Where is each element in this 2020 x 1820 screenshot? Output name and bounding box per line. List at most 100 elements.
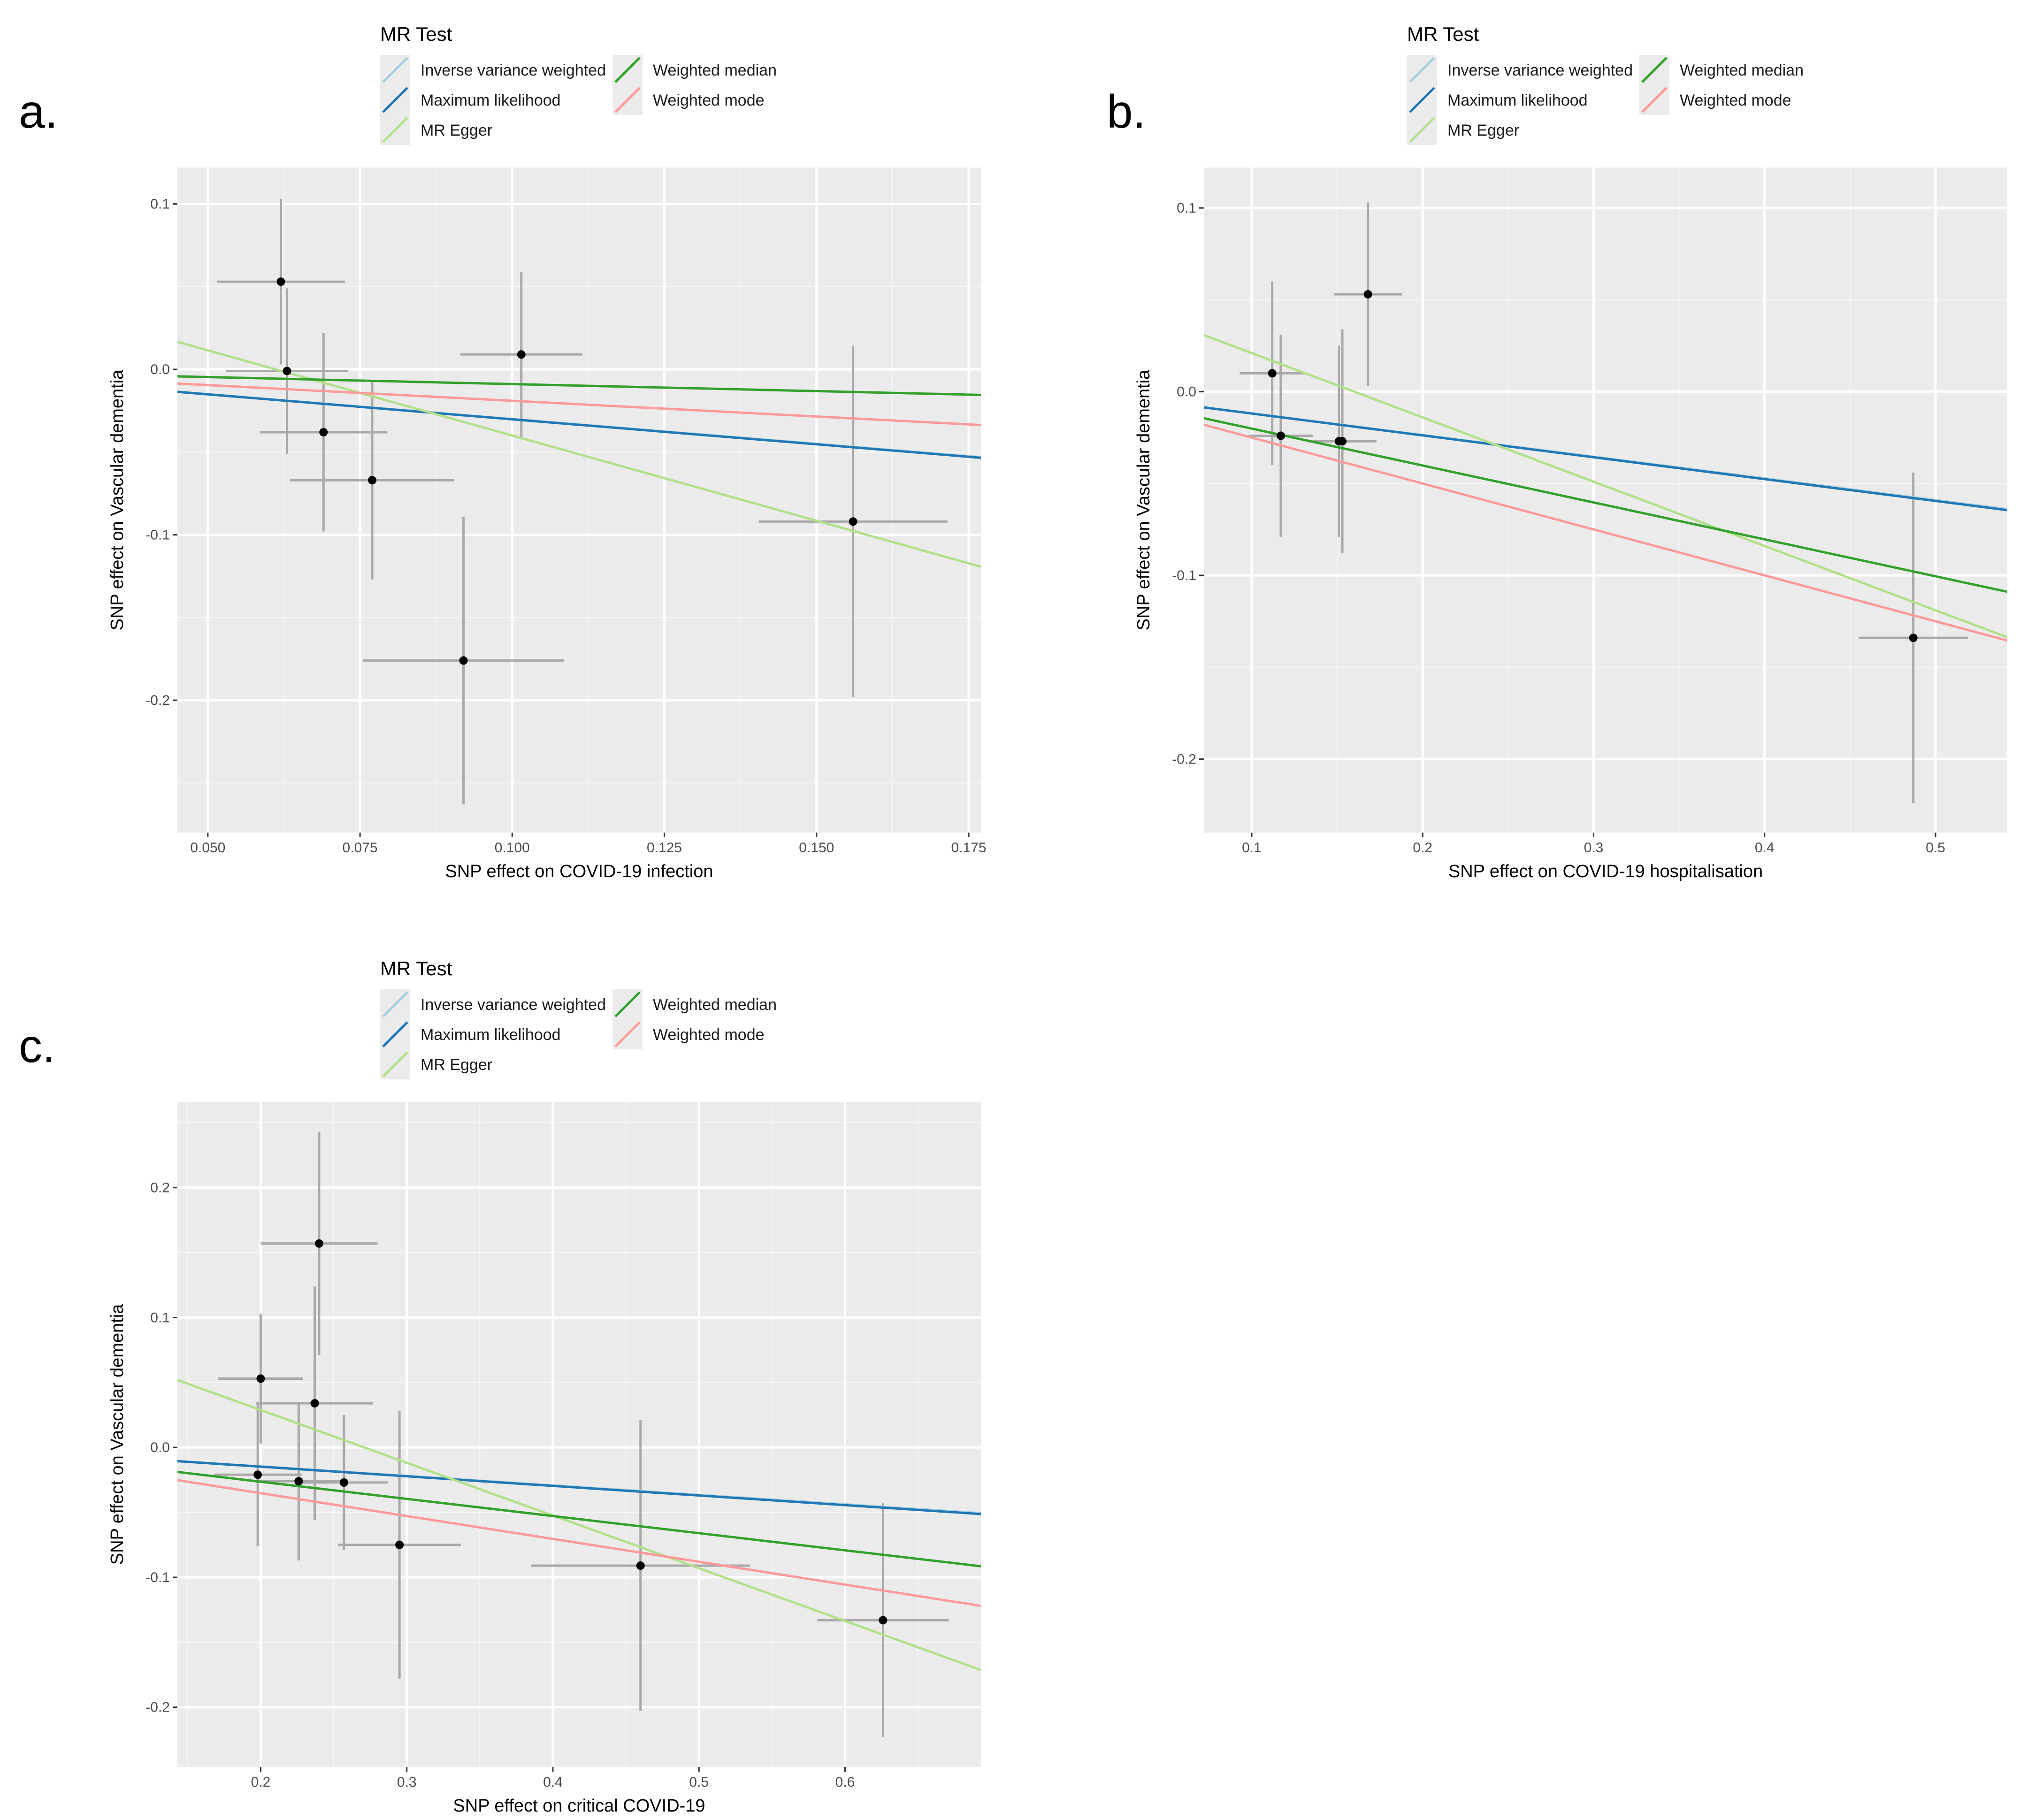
legend-key [380, 55, 410, 85]
legend: MR Test Inverse variance weighted Maximum … [380, 957, 777, 1079]
legend-key-line [1409, 87, 1435, 113]
panel-letter: a. [19, 85, 58, 138]
gridlines [1204, 168, 2007, 833]
legend-key [612, 55, 643, 85]
legend-label-maximum-likelihood: Maximum likelihood [1447, 92, 1588, 109]
legend-title: MR Test [1407, 23, 1479, 45]
legend-key [380, 1049, 410, 1079]
x-tick-label: 0.2 [1413, 840, 1432, 856]
legend-key-line [382, 1021, 408, 1048]
y-axis-title: SNP effect on Vascular dementia [107, 369, 127, 630]
data-point [314, 1239, 323, 1248]
legend-key [380, 989, 410, 1019]
legend-label-weighted-mode: Weighted mode [653, 1026, 765, 1044]
data-point [310, 1399, 319, 1408]
plot-panel [177, 1102, 981, 1767]
y-tick-label: 0.1 [150, 197, 170, 212]
legend-key-line [1409, 57, 1435, 83]
legend-key-line [382, 117, 408, 143]
legend-key [1407, 55, 1437, 85]
gridlines [177, 1102, 981, 1767]
data-layer [177, 199, 981, 805]
data-point [636, 1561, 645, 1570]
panel-letter: c. [19, 1020, 55, 1072]
data-point [256, 1374, 265, 1383]
legend-key-line [614, 87, 641, 113]
y-tick-label: 0.0 [150, 1440, 170, 1455]
data-point [1363, 290, 1372, 299]
x-tick-label: 0.3 [397, 1774, 417, 1790]
legend-key-line [1641, 87, 1668, 113]
legend-key [1407, 115, 1437, 145]
x-axis-title: SNP effect on COVID-19 hospitalisation [1448, 862, 1763, 881]
legend-label-inverse-variance-weighted: Inverse variance weighted [421, 996, 606, 1014]
y-tick-label: -0.1 [145, 1570, 170, 1585]
panel-0: a. MR Test Inverse variance weighted Maximu… [19, 23, 987, 881]
data-point [1268, 369, 1277, 378]
regression-line-weighted-median [1204, 417, 2007, 593]
data-point [395, 1540, 404, 1549]
x-axis: 0.1 0.2 0.3 0.4 0.5 [1242, 833, 1945, 856]
y-tick-label: 0.0 [150, 362, 170, 377]
data-point [459, 656, 468, 665]
y-tick-label: 0.1 [150, 1310, 170, 1325]
legend-key [612, 85, 643, 115]
data-point [1909, 634, 1918, 642]
legend-label-mr-egger: MR Egger [1447, 122, 1519, 139]
data-point [849, 517, 857, 526]
data-point [517, 350, 526, 359]
regression-line-weighted-mode [177, 382, 981, 427]
panel-1: b. MR Test Inverse variance weighted Maximu… [1107, 23, 2007, 881]
y-tick-label: -0.2 [1172, 751, 1196, 767]
legend-key-line [614, 57, 641, 83]
data-point [319, 428, 328, 436]
y-tick-label: -0.1 [145, 528, 170, 543]
regression-line-mr-egger [177, 1379, 981, 1671]
legend-label-maximum-likelihood: Maximum likelihood [421, 92, 561, 109]
data-point [283, 367, 291, 375]
legend-key-line [614, 991, 641, 1017]
legend-key [1407, 85, 1437, 115]
x-axis: 0.2 0.3 0.4 0.5 0.6 [251, 1767, 855, 1790]
data-point [1338, 437, 1347, 446]
y-tick-label: 0.0 [1177, 384, 1196, 400]
legend-title: MR Test [380, 23, 452, 45]
regression-line-maximum-likelihood [1204, 406, 2007, 512]
regression-line-maximum-likelihood [177, 1460, 981, 1515]
legend-label-weighted-median: Weighted median [653, 996, 777, 1014]
regression-line-weighted-median [177, 375, 981, 396]
x-axis-title: SNP effect on COVID-19 infection [445, 862, 713, 881]
legend-key-line [1409, 117, 1435, 143]
data-layer [1204, 202, 2007, 803]
legend-label-inverse-variance-weighted: Inverse variance weighted [421, 61, 606, 79]
x-tick-label: 0.1 [1242, 840, 1262, 856]
panel-2: c. MR Test Inverse variance weighted Maximu… [19, 957, 981, 1816]
x-tick-label: 0.5 [689, 1774, 709, 1790]
y-axis: 0.1 0.0 -0.1 -0.2 [145, 197, 177, 708]
y-axis: 0.2 0.1 0.0 -0.1 -0.2 [145, 1180, 177, 1715]
data-point [339, 1478, 348, 1487]
y-tick-label: -0.1 [1172, 568, 1196, 583]
data-point [276, 277, 285, 286]
legend-key [612, 989, 643, 1019]
legend-key [380, 1019, 410, 1049]
legend-key [1639, 55, 1669, 85]
plot-panel [1204, 168, 2007, 833]
regression-line-weighted-median [177, 1470, 981, 1568]
legend-key-line [614, 1021, 641, 1048]
y-tick-label: 0.2 [150, 1180, 170, 1196]
legend-key-line [1641, 57, 1668, 83]
legend-label-weighted-mode: Weighted mode [653, 92, 765, 109]
x-tick-label: 0.5 [1926, 840, 1945, 856]
y-tick-label: -0.2 [145, 693, 170, 708]
legend-key [380, 115, 410, 145]
regression-line-mr-egger [1204, 334, 2007, 639]
x-tick-label: 0.050 [190, 840, 225, 856]
legend-key-line [382, 87, 408, 113]
y-axis: 0.1 0.0 -0.1 -0.2 [1172, 200, 1204, 767]
legend-label-weighted-mode: Weighted mode [1680, 92, 1791, 109]
plot-panel [177, 168, 981, 833]
x-axis: 0.050 0.075 0.100 0.125 0.150 0.175 [190, 833, 987, 856]
legend-key [1639, 85, 1669, 115]
x-tick-label: 0.3 [1584, 840, 1604, 856]
